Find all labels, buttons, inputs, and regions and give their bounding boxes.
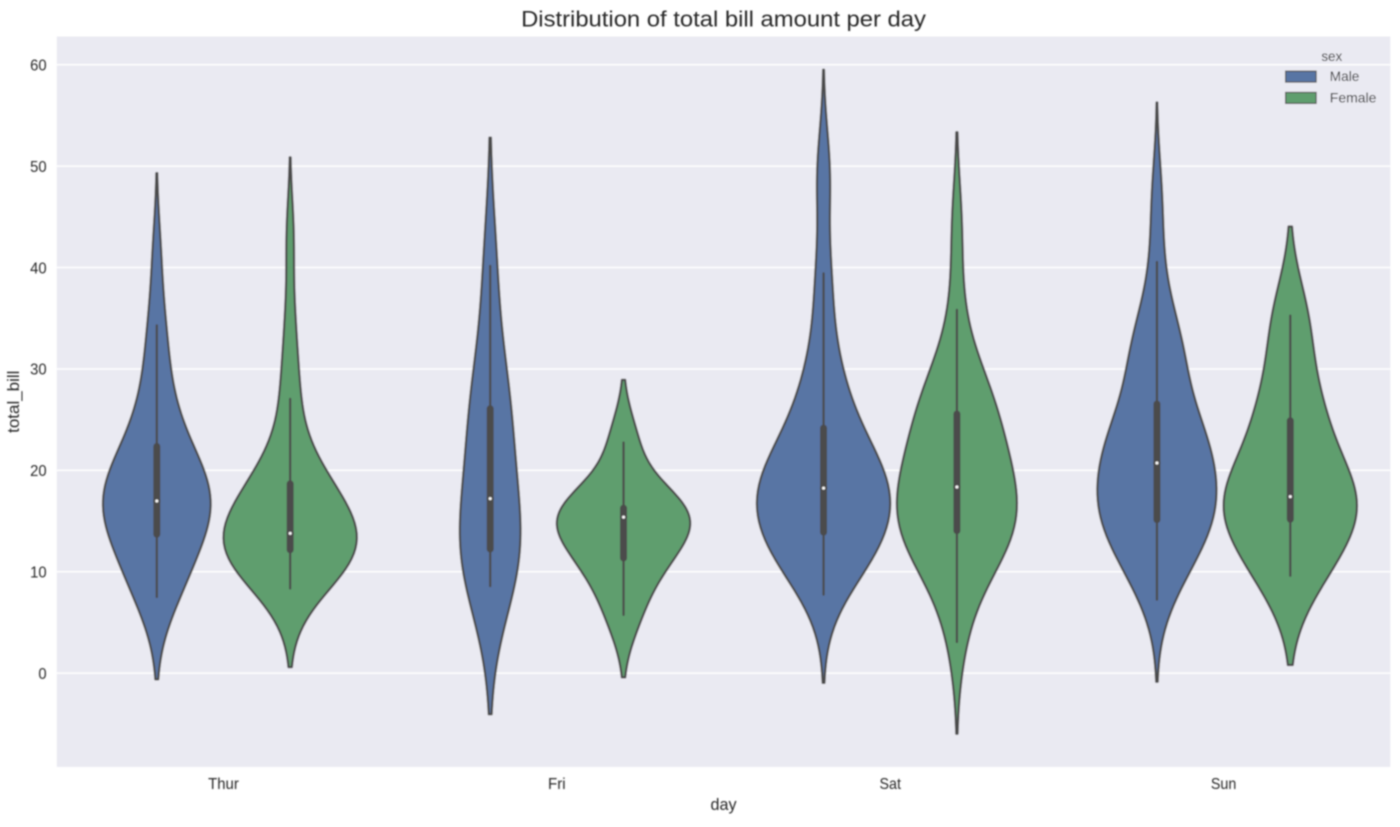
svg-text:Fri: Fri — [548, 776, 566, 793]
svg-text:Sat: Sat — [880, 776, 902, 793]
svg-text:Female: Female — [1330, 91, 1377, 106]
svg-text:0: 0 — [38, 666, 46, 683]
svg-text:total_bill: total_bill — [5, 371, 23, 433]
svg-text:60: 60 — [30, 57, 47, 74]
svg-text:50: 50 — [30, 159, 47, 176]
svg-text:sex: sex — [1321, 49, 1342, 64]
svg-text:30: 30 — [30, 362, 47, 379]
svg-text:Male: Male — [1330, 69, 1360, 84]
svg-text:Distribution of total bill amo: Distribution of total bill amount per da… — [521, 7, 926, 32]
svg-text:Thur: Thur — [208, 776, 239, 793]
svg-text:Sun: Sun — [1211, 776, 1236, 793]
svg-text:20: 20 — [30, 463, 47, 480]
svg-text:40: 40 — [30, 260, 47, 277]
svg-text:day: day — [711, 796, 738, 814]
svg-text:10: 10 — [30, 564, 47, 581]
